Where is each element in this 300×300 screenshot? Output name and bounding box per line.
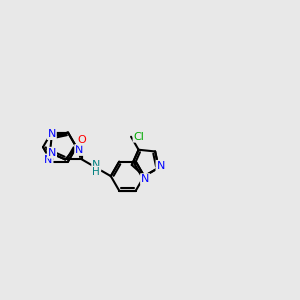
Text: N: N [92,160,100,170]
Text: N: N [141,174,149,184]
Text: Cl: Cl [134,132,144,142]
Text: H: H [92,167,100,177]
Text: N: N [75,145,83,155]
Text: N: N [44,154,52,164]
Text: O: O [77,135,86,145]
Text: N: N [156,161,165,171]
Text: N: N [48,148,56,158]
Text: N: N [47,129,56,139]
